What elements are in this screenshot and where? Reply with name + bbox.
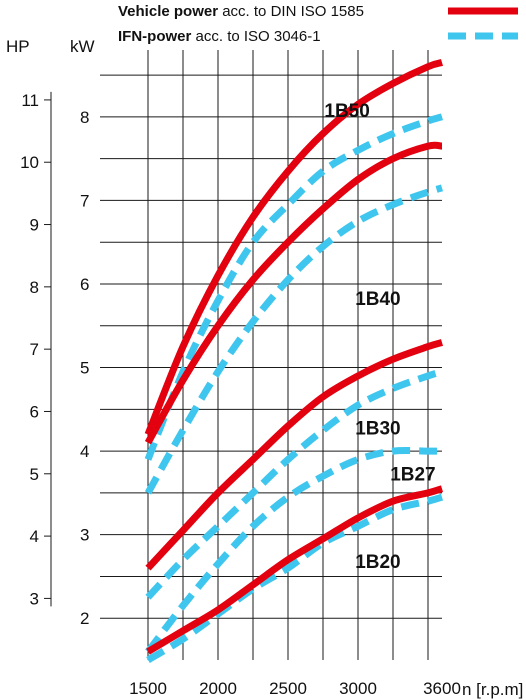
- legend-vehicle-rest: acc. to DIN ISO 1585: [218, 3, 364, 20]
- legend-vehicle-bold: Vehicle power: [118, 3, 218, 20]
- series-line-1b30-vehicle: [145, 339, 444, 571]
- legend-ifn-rest: acc. to ISO 3046-1: [191, 28, 320, 45]
- hp-axis: 3 4 5 6 7 8 9 10 11: [20, 91, 52, 608]
- series-line-1b40-ifn: [144, 184, 444, 495]
- curve-label-1b27: 1B27: [390, 464, 435, 485]
- kw-tick-label: 3: [80, 526, 89, 545]
- curve-label-1b30: 1B30: [355, 418, 400, 439]
- hp-tick-label: 9: [30, 216, 39, 235]
- hp-tick-label: 8: [30, 278, 39, 297]
- legend-ifn-bold: IFN-power: [118, 28, 191, 45]
- curve-label-1b20: 1B20: [355, 552, 400, 573]
- curve-label-1b50: 1B50: [324, 101, 369, 122]
- hp-tick-label: 4: [30, 527, 39, 546]
- hp-tick-label: 6: [30, 402, 39, 421]
- series-line-1b30-ifn: [145, 368, 444, 600]
- kw-tick-label: 7: [80, 191, 89, 210]
- x-tick-label: 3000: [339, 679, 377, 698]
- hp-tick-label: 7: [30, 340, 39, 359]
- kw-tick-label: 2: [80, 609, 89, 628]
- curve-labels: 1B50 1B40 1B30 1B27 1B20: [324, 101, 435, 573]
- kw-tick-label: 6: [80, 275, 89, 294]
- hp-tick-label: 5: [30, 465, 39, 484]
- x-tick-label: 1500: [129, 679, 167, 698]
- curve-label-1b40: 1B40: [355, 289, 400, 310]
- x-tick-label: 3600: [423, 679, 461, 698]
- hp-tick-label: 11: [21, 91, 39, 110]
- x-axis-title: n [r.p.m]: [462, 680, 523, 699]
- kw-tick-label: 8: [80, 108, 89, 127]
- series-lines: [144, 59, 444, 664]
- kw-tick-label: 5: [80, 359, 89, 378]
- series-line-1b20-vehicle: [146, 485, 444, 655]
- legend-entry-vehicle: Vehicle power acc. to DIN ISO 1585: [118, 3, 364, 20]
- series-line-1b50-ifn: [144, 113, 444, 461]
- kw-axis-title: kW: [70, 37, 95, 56]
- series-line-1b50-vehicle: [144, 59, 444, 436]
- kw-tick-label: 4: [80, 442, 89, 461]
- series-line-1b20-ifn: [146, 493, 444, 664]
- grid: [100, 50, 442, 660]
- legend: Vehicle power acc. to DIN ISO 1585 IFN-p…: [118, 3, 518, 45]
- legend-entry-ifn: IFN-power acc. to ISO 3046-1: [118, 28, 321, 45]
- series-line-1b40-vehicle: [144, 141, 443, 445]
- x-tick-label: 2000: [199, 679, 237, 698]
- series-line-1b27-ifn: [145, 446, 442, 654]
- hp-axis-title: HP: [6, 37, 30, 56]
- hp-tick-label: 10: [20, 153, 39, 172]
- x-axis: 1500 2000 2500 3000 3600: [129, 679, 461, 698]
- hp-tick-label: 3: [30, 589, 39, 608]
- x-tick-label: 2500: [269, 679, 307, 698]
- kw-axis: 2 3 4 5 6 7 8: [80, 108, 89, 628]
